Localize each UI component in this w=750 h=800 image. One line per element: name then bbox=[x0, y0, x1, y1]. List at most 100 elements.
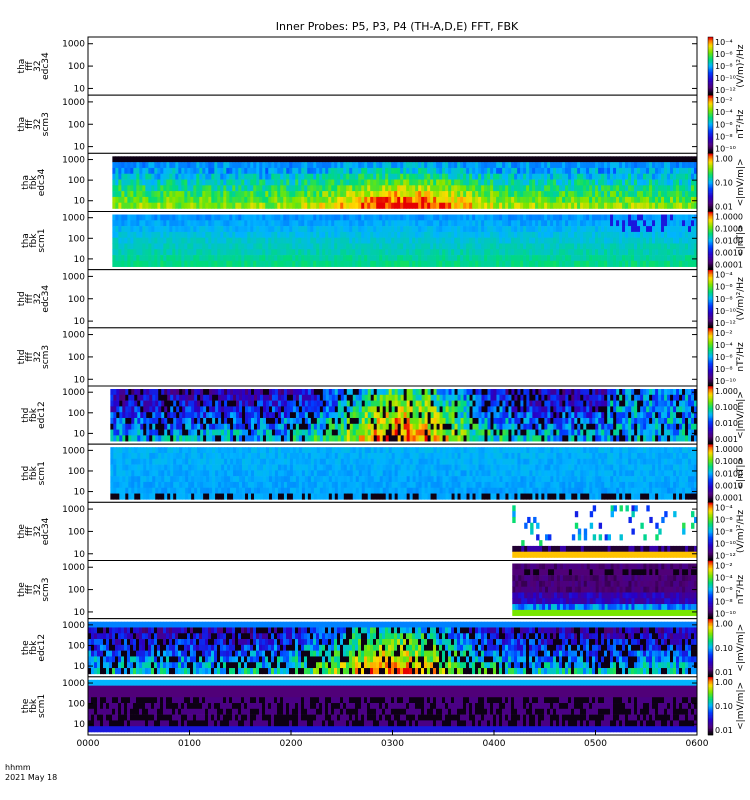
heatmap-cell bbox=[274, 412, 279, 419]
heatmap-cell bbox=[220, 226, 224, 233]
heatmap-cell bbox=[283, 220, 287, 227]
colorbar-segment bbox=[708, 230, 713, 233]
heatmap-cell bbox=[197, 394, 201, 401]
heatmap-cell bbox=[640, 220, 644, 227]
heatmap-cell bbox=[127, 196, 131, 204]
heatmap-cell bbox=[418, 260, 422, 267]
heatmap-cell bbox=[619, 173, 623, 180]
heatmap-cell bbox=[463, 226, 467, 233]
heatmap-cell bbox=[460, 389, 464, 396]
heatmap-cell bbox=[242, 400, 246, 407]
heatmap-cell bbox=[475, 179, 479, 186]
heatmap-cell bbox=[301, 435, 306, 442]
heatmap-cell bbox=[370, 435, 375, 442]
heatmap-cell bbox=[361, 406, 366, 413]
heatmap-cell bbox=[325, 423, 330, 430]
heatmap-cell bbox=[628, 231, 632, 238]
heatmap-cell bbox=[454, 423, 458, 430]
heatmap-cell bbox=[637, 179, 641, 186]
heatmap-cell bbox=[313, 162, 317, 169]
heatmap-cell bbox=[151, 162, 155, 169]
heatmap-cell bbox=[167, 429, 171, 436]
heatmap-cell bbox=[316, 243, 320, 250]
heatmap-cell bbox=[206, 423, 210, 430]
heatmap-cell bbox=[352, 406, 357, 413]
heatmap-cell bbox=[193, 243, 197, 250]
heatmap-cell bbox=[655, 231, 659, 238]
heatmap-cell bbox=[520, 167, 524, 175]
heatmap-cell bbox=[271, 255, 275, 262]
heatmap-cell bbox=[331, 260, 335, 267]
heatmap-cell bbox=[274, 406, 279, 413]
heatmap-cell bbox=[247, 156, 251, 163]
heatmap-cell bbox=[325, 255, 329, 262]
heatmap-cell bbox=[619, 231, 623, 238]
heatmap-cell bbox=[610, 167, 614, 175]
heatmap-cell bbox=[565, 156, 569, 163]
heatmap-cell bbox=[529, 156, 533, 163]
colorbar-segment bbox=[708, 240, 713, 243]
heatmap-cell bbox=[181, 196, 185, 204]
heatmap-cell bbox=[337, 185, 341, 192]
heatmap-cell bbox=[445, 412, 449, 419]
heatmap-cell bbox=[334, 394, 339, 401]
heatmap-cell bbox=[196, 185, 200, 192]
heatmap-cell bbox=[346, 260, 350, 267]
heatmap-cell bbox=[472, 435, 476, 442]
heatmap-cell bbox=[160, 202, 164, 209]
heatmap-cell bbox=[640, 260, 644, 267]
heatmap-cell bbox=[136, 179, 140, 186]
heatmap-cell bbox=[367, 389, 372, 396]
heatmap-cell bbox=[230, 412, 234, 419]
heatmap-cell bbox=[343, 423, 348, 430]
heatmap-cell bbox=[145, 249, 149, 256]
heatmap-cell bbox=[664, 243, 668, 250]
heatmap-cell bbox=[511, 214, 515, 221]
heatmap-cell bbox=[334, 220, 338, 227]
heatmap-cell bbox=[313, 412, 318, 419]
heatmap-cell bbox=[319, 196, 323, 204]
heatmap-cell bbox=[397, 237, 401, 244]
heatmap-cell bbox=[448, 173, 452, 180]
heatmap-cell bbox=[379, 173, 383, 180]
heatmap-cell bbox=[541, 167, 545, 175]
heatmap-cell bbox=[472, 412, 476, 419]
heatmap-cell bbox=[238, 220, 242, 227]
heatmap-cell bbox=[337, 156, 341, 163]
heatmap-cell bbox=[589, 179, 593, 186]
heatmap-cell bbox=[190, 255, 194, 262]
heatmap-cell bbox=[436, 231, 440, 238]
heatmap-cell bbox=[472, 389, 476, 396]
colorbar-segment bbox=[708, 58, 713, 61]
heatmap-cell bbox=[304, 231, 308, 238]
heatmap-cell bbox=[166, 255, 170, 262]
heatmap-cell bbox=[364, 417, 369, 425]
heatmap-cell bbox=[445, 394, 449, 401]
heatmap-cell bbox=[158, 389, 162, 396]
heatmap-cell bbox=[379, 237, 383, 244]
heatmap-cell bbox=[610, 196, 614, 204]
heatmap-cell bbox=[406, 162, 410, 169]
heatmap-cell bbox=[265, 185, 269, 192]
heatmap-cell bbox=[538, 162, 542, 169]
heatmap-cell bbox=[439, 226, 443, 233]
heatmap-cell bbox=[376, 429, 381, 436]
heatmap-cell bbox=[445, 237, 449, 244]
heatmap-cell bbox=[568, 167, 572, 175]
heatmap-cell bbox=[460, 249, 464, 256]
heatmap-cell bbox=[337, 412, 342, 419]
heatmap-cell bbox=[658, 249, 662, 256]
colorbar-segment bbox=[708, 196, 713, 199]
heatmap-cell bbox=[118, 249, 122, 256]
heatmap-cell bbox=[673, 243, 677, 250]
heatmap-cell bbox=[280, 389, 285, 396]
heatmap-cell bbox=[179, 417, 183, 425]
heatmap-cell bbox=[355, 249, 359, 256]
heatmap-cell bbox=[280, 179, 284, 186]
heatmap-cell bbox=[130, 173, 134, 180]
heatmap-cell bbox=[442, 173, 446, 180]
colorbar-segment bbox=[708, 115, 713, 118]
heatmap-cell bbox=[661, 260, 665, 267]
heatmap-cell bbox=[391, 249, 395, 256]
heatmap-cell bbox=[271, 394, 276, 401]
